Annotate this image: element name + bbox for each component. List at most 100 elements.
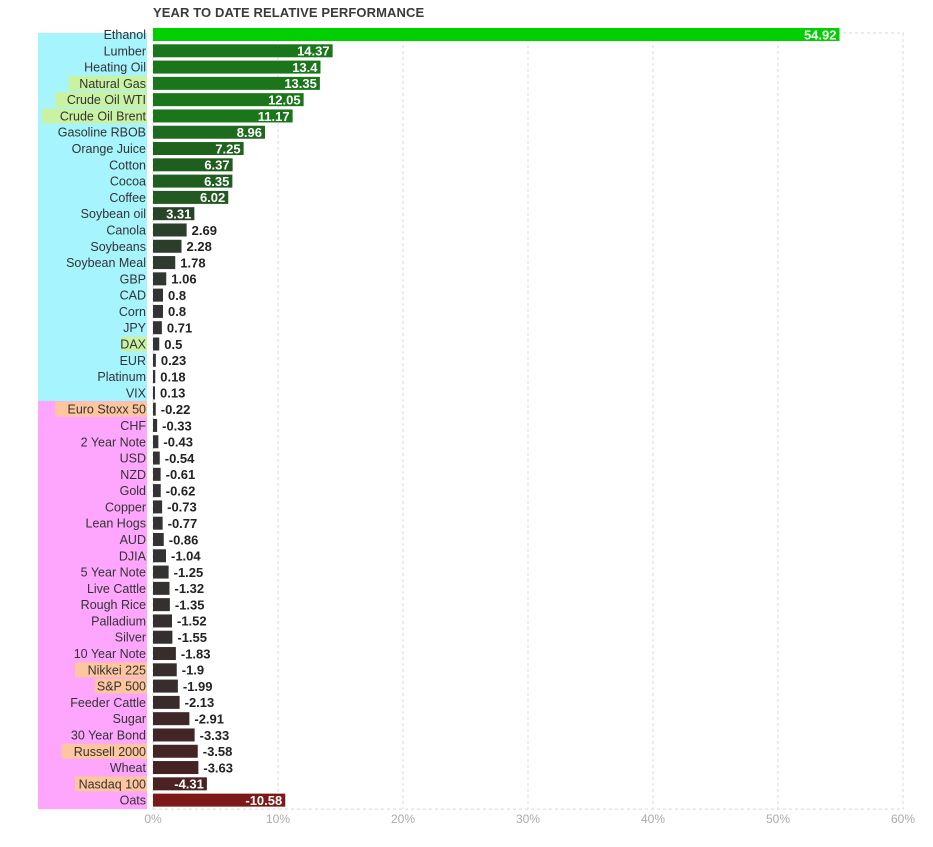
bar [153, 467, 161, 481]
value-label: 0.5 [164, 337, 182, 352]
value-label: 6.02 [200, 190, 225, 205]
bar [153, 158, 233, 172]
value-label: 3.31 [166, 206, 191, 221]
category-label: 5 Year Note [81, 566, 146, 580]
value-label: -1.04 [171, 549, 201, 564]
bar [153, 207, 195, 221]
chart-title: YEAR TO DATE RELATIVE PERFORMANCE [153, 5, 425, 20]
category-label: Rough Rice [81, 598, 146, 612]
category-label: Cotton [109, 158, 146, 172]
value-label: 13.4 [292, 60, 318, 75]
bar [153, 712, 190, 726]
bar [153, 142, 244, 156]
label-highlight [55, 401, 148, 417]
value-label: -1.32 [175, 581, 205, 596]
category-label: Soybean oil [81, 207, 146, 221]
value-label: -3.63 [203, 760, 233, 775]
bar [153, 679, 178, 693]
category-label: Sugar [113, 712, 146, 726]
value-label: -0.86 [169, 532, 199, 547]
bar [153, 451, 160, 465]
bar [153, 239, 182, 253]
value-label: 6.35 [204, 174, 229, 189]
value-label: -1.25 [174, 565, 204, 580]
bar [153, 337, 160, 351]
value-label: 7.25 [215, 141, 240, 156]
category-label: EUR [120, 354, 146, 368]
category-label: Live Cattle [87, 582, 146, 596]
negative-group-background [38, 401, 147, 810]
value-label: -0.73 [167, 500, 197, 515]
value-label: 12.05 [268, 92, 301, 107]
value-label: -0.33 [162, 418, 192, 433]
category-label: Canola [106, 223, 146, 237]
value-label: 1.78 [180, 255, 205, 270]
value-label: -0.62 [166, 483, 196, 498]
x-tick-label: 40% [641, 812, 665, 826]
category-label: Soybeans [90, 240, 146, 254]
bar [153, 76, 320, 90]
category-label: Heating Oil [84, 61, 146, 75]
bar [153, 777, 207, 791]
bar [153, 761, 199, 775]
value-label: -2.91 [194, 711, 224, 726]
x-tick-label: 20% [391, 812, 415, 826]
category-label: Nikkei 225 [88, 663, 146, 677]
category-label: AUD [120, 533, 146, 547]
category-label: DJIA [119, 549, 147, 563]
category-label: Orange Juice [72, 142, 146, 156]
value-label: 2.69 [192, 223, 217, 238]
value-label: 0.23 [161, 353, 186, 368]
bar [153, 549, 166, 563]
label-highlight [61, 743, 147, 759]
bar [153, 565, 169, 579]
bar [153, 418, 158, 432]
category-label: Euro Stoxx 50 [67, 403, 146, 417]
bar [153, 60, 321, 74]
value-label: -10.58 [245, 793, 282, 808]
label-highlight [75, 776, 147, 792]
x-tick-label: 30% [516, 812, 540, 826]
bars [153, 28, 840, 807]
value-label: -0.54 [165, 451, 195, 466]
bar [153, 288, 163, 302]
category-label: Coffee [109, 191, 146, 205]
bar [153, 435, 159, 449]
bar [153, 484, 161, 498]
x-tick-label: 10% [266, 812, 290, 826]
bar [153, 386, 155, 400]
bar [153, 321, 162, 335]
value-label: -1.35 [175, 597, 205, 612]
category-label: Lumber [104, 44, 146, 58]
value-label: -0.61 [166, 467, 196, 482]
value-label: -4.31 [174, 777, 204, 792]
x-axis-ticks: 0% 10% 20% 30% 40% 50% 60% [144, 812, 915, 826]
bar [153, 647, 176, 661]
value-label: -3.33 [200, 728, 230, 743]
value-label: 13.35 [284, 76, 317, 91]
category-label: Palladium [91, 614, 146, 628]
category-label: Silver [115, 631, 146, 645]
category-label: Soybean Meal [66, 256, 146, 270]
category-label: Wheat [110, 761, 147, 775]
x-tick-label: 0% [144, 812, 162, 826]
category-label: Crude Oil Brent [60, 109, 147, 123]
bar [153, 598, 170, 612]
category-label: Ethanol [104, 28, 146, 42]
value-label: 0.18 [160, 369, 185, 384]
value-label: -1.9 [182, 663, 204, 678]
bar [153, 793, 286, 807]
bar [153, 581, 170, 595]
value-label: 0.8 [168, 304, 186, 319]
bar [153, 125, 265, 139]
value-label: 0.8 [168, 288, 186, 303]
category-label: NZD [120, 468, 146, 482]
category-label: Gold [120, 484, 146, 498]
bar [153, 500, 163, 514]
category-label: 10 Year Note [74, 647, 146, 661]
value-label: -0.77 [168, 516, 198, 531]
bar [153, 304, 163, 318]
bar [153, 28, 840, 41]
category-label: Russell 2000 [74, 745, 146, 759]
